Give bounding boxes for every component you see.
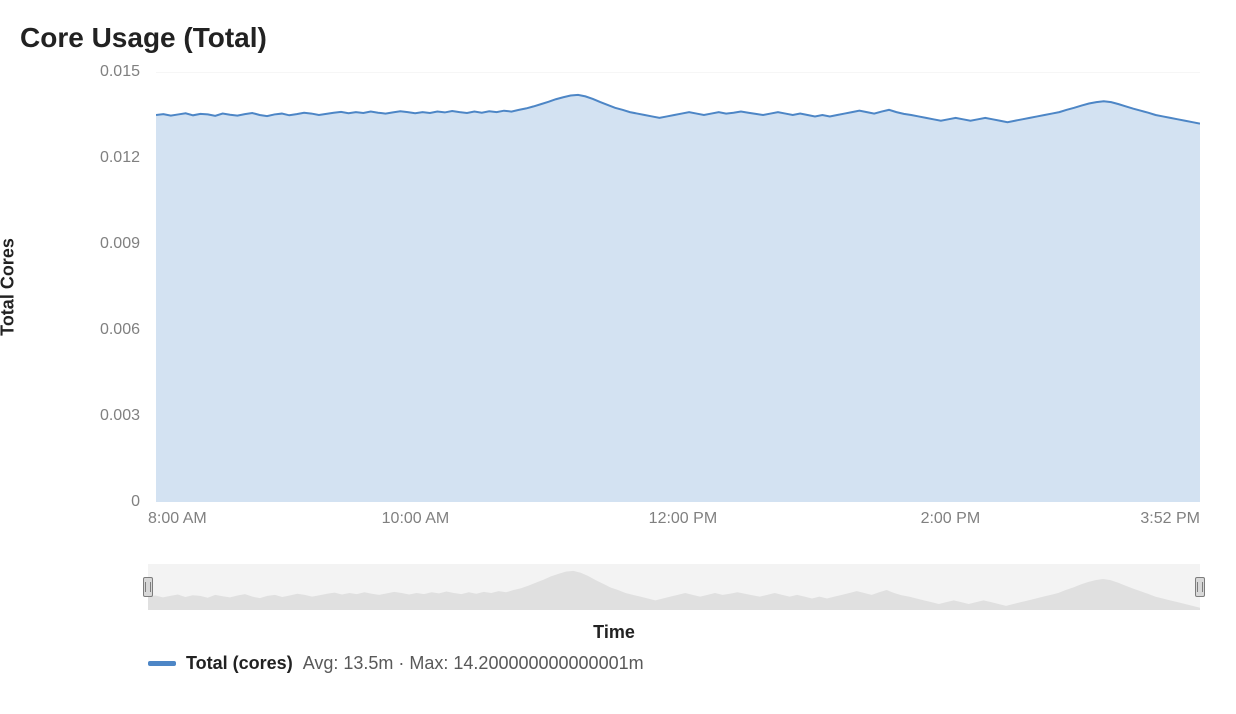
x-tick-label: 3:52 PM	[1140, 510, 1200, 528]
x-tick-label: 2:00 PM	[921, 510, 981, 528]
area-chart-svg	[156, 72, 1200, 502]
y-tick-label: 0.015	[100, 63, 140, 81]
y-axis-label: Total Cores	[0, 238, 19, 336]
brush-sparkline	[148, 564, 1200, 610]
y-tick-label: 0	[131, 493, 140, 511]
x-tick-label: 8:00 AM	[148, 510, 207, 528]
y-tick-label: 0.006	[100, 321, 140, 339]
legend-stats: Avg: 13.5m · Max: 14.200000000000001m	[303, 653, 644, 674]
y-tick-labels: 00.0030.0060.0090.0120.015	[80, 72, 148, 502]
time-range-brush[interactable]	[148, 564, 1200, 610]
chart-title: Core Usage (Total)	[20, 22, 1216, 54]
legend: Total (cores) Avg: 13.5m · Max: 14.20000…	[148, 653, 1216, 674]
x-tick-label: 10:00 AM	[382, 510, 450, 528]
y-tick-label: 0.009	[100, 235, 140, 253]
legend-series-name: Total (cores)	[186, 653, 293, 674]
x-tick-label: 12:00 PM	[649, 510, 717, 528]
chart-area: Total Cores 00.0030.0060.0090.0120.015	[20, 72, 1216, 502]
legend-swatch	[148, 661, 176, 666]
x-tick-labels: 8:00 AM 10:00 AM 12:00 PM 2:00 PM 3:52 PM	[148, 510, 1200, 538]
y-tick-label: 0.012	[100, 149, 140, 167]
x-axis-label: Time	[12, 622, 1216, 643]
brush-handle-left[interactable]	[143, 577, 153, 597]
y-tick-label: 0.003	[100, 407, 140, 425]
brush-handle-right[interactable]	[1195, 577, 1205, 597]
plot-area[interactable]	[156, 72, 1200, 502]
